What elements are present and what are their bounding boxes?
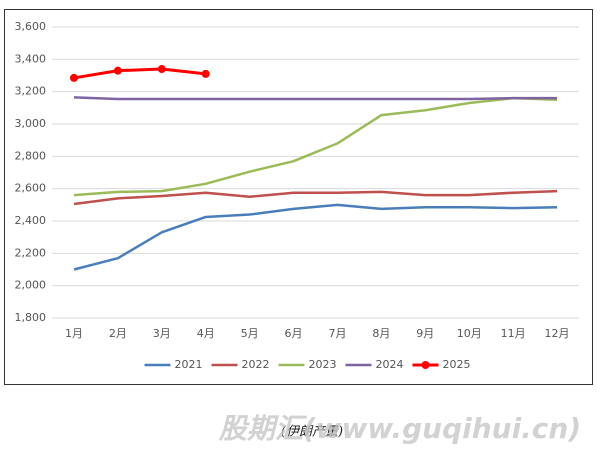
x-tick-label: 9月	[416, 327, 434, 340]
x-tick-label: 8月	[372, 327, 390, 340]
y-tick-label: 3,000	[15, 117, 47, 130]
marker	[157, 65, 166, 74]
x-tick-label: 4月	[197, 327, 215, 340]
legend-label: 2022	[242, 358, 270, 371]
line-2023	[73, 96, 558, 197]
legend-label: 2024	[376, 358, 404, 371]
line-2025	[73, 67, 206, 80]
legend-label: 2023	[309, 358, 337, 371]
x-tick-label: 1月	[65, 327, 83, 340]
caption: (伊朗产量)	[281, 425, 343, 440]
x-tick-label: 7月	[328, 327, 346, 340]
y-tick-label: 3,600	[15, 20, 47, 33]
marker	[113, 66, 122, 75]
marker	[201, 69, 210, 78]
x-tick-label: 3月	[153, 327, 171, 340]
y-tick-label: 2,000	[15, 279, 47, 292]
y-tick-label: 3,400	[15, 52, 47, 65]
y-tick-label: 1,800	[15, 311, 47, 324]
line-2024	[73, 96, 558, 101]
legend-marker	[421, 361, 430, 369]
x-tick-label: 5月	[241, 327, 259, 340]
marker	[69, 73, 78, 82]
line-2022	[73, 189, 558, 206]
y-tick-label: 2,800	[15, 149, 47, 162]
y-tick-label: 2,600	[15, 182, 47, 195]
x-tick-label: 11月	[501, 327, 526, 340]
y-tick-label: 2,400	[15, 214, 47, 227]
legend-label: 2021	[175, 358, 203, 371]
x-tick-label: 6月	[285, 327, 303, 340]
y-tick-label: 3,200	[15, 85, 47, 98]
y-tick-label: 2,200	[15, 246, 47, 259]
legend-label: 2025	[443, 358, 471, 371]
x-tick-label: 10月	[457, 327, 482, 340]
x-tick-label: 12月	[545, 327, 570, 340]
watermark: 股期汇(www.guqihui.cn)	[218, 412, 581, 445]
x-tick-label: 2月	[109, 327, 127, 340]
chart-frame	[4, 9, 593, 385]
line-2021	[73, 203, 558, 271]
